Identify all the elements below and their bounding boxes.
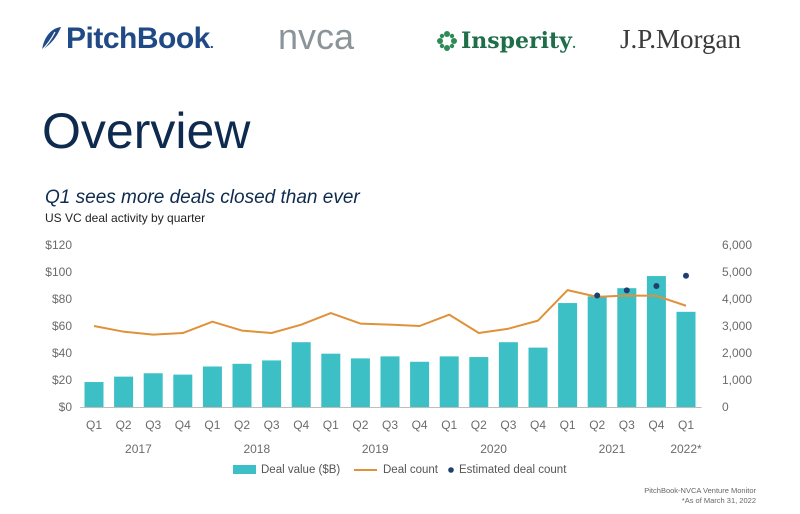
as-of-note: *As of March 31, 2022 [681, 496, 756, 505]
x-tick-label: Q2 [589, 418, 605, 432]
y-right-tick-label: 3,000 [722, 319, 752, 333]
chart-title: Q1 sees more deals closed than ever [45, 187, 360, 208]
y-right-tick-label: 2,000 [722, 346, 752, 360]
deal-value-bar [232, 363, 252, 407]
y-left-tick-label: $60 [52, 319, 72, 333]
deal-value-bar [143, 373, 163, 407]
deal-value-bar [84, 382, 104, 407]
estimated-deal-count-point [683, 272, 689, 279]
insperity-flower-icon [436, 30, 458, 58]
x-tick-label: Q2 [234, 418, 250, 432]
y-left-tick-label: $120 [45, 238, 72, 252]
x-tick-label: Q1 [678, 418, 694, 432]
legend-estimated-label: Estimated deal count [459, 464, 567, 476]
deal-value-bar [114, 376, 134, 407]
estimated-deal-count-point [623, 287, 630, 294]
year-label: 2020 [480, 442, 507, 456]
x-tick-label: Q4 [648, 418, 664, 432]
x-tick-label: Q4 [293, 418, 309, 432]
legend-estimated-swatch [448, 467, 454, 473]
deal-count-line [93, 289, 687, 336]
pitchbook-leaf-icon [40, 26, 62, 60]
x-tick-label: Q1 [323, 418, 339, 432]
deal-value-bar [262, 360, 282, 407]
x-tick-label: Q3 [619, 418, 635, 432]
deal-value-bar [439, 356, 459, 407]
source-line: PitchBook-NVCA Venture Monitor [644, 486, 756, 495]
year-label: 2018 [243, 442, 270, 456]
estimated-deal-count-point [653, 283, 660, 290]
x-tick-label: Q3 [382, 418, 398, 432]
deal-value-bar [528, 347, 548, 407]
y-right-tick-label: 0 [722, 400, 729, 414]
estimated-deal-count-point [594, 292, 601, 299]
deal-value-bar [321, 353, 341, 407]
x-tick-label: Q4 [530, 418, 546, 432]
x-tick-label: Q3 [145, 418, 161, 432]
pitchbook-logo: PitchBook. [40, 22, 214, 60]
year-label: 2017 [125, 442, 152, 456]
y-left-tick-label: $80 [52, 292, 72, 306]
deal-value-bar [350, 358, 370, 407]
deal-value-bar [380, 356, 400, 407]
deal-value-bar [173, 374, 193, 407]
x-tick-label: Q4 [412, 418, 428, 432]
jpmorgan-logo: J.P.Morgan [620, 24, 742, 54]
year-label: 2022* [670, 442, 702, 456]
deal-value-bar [646, 276, 666, 407]
legend-deal-value-swatch [233, 465, 256, 474]
page-title: Overview [42, 103, 251, 159]
deal-value-bar [469, 357, 489, 407]
y-right-tick-label: 1,000 [722, 373, 752, 387]
deal-value-bar [676, 311, 696, 407]
deal-value-bar [410, 361, 430, 407]
nvca-logo: nvca [278, 16, 355, 57]
x-tick-label: Q1 [441, 418, 457, 432]
insperity-logo: Insperity. [436, 28, 576, 58]
partner-logos: PitchBook. nvca Insperity. J.P.Morgan [0, 14, 800, 66]
y-left-tick-label: $100 [45, 265, 72, 279]
x-tick-label: Q1 [204, 418, 220, 432]
deal-value-bar [202, 366, 222, 407]
x-tick-label: Q1 [86, 418, 102, 432]
y-left-tick-label: $0 [59, 400, 73, 414]
chart-subtitle: US VC deal activity by quarter [45, 211, 206, 225]
y-right-tick-label: 4,000 [722, 292, 752, 306]
x-tick-label: Q1 [560, 418, 576, 432]
legend-deal-value-label: Deal value ($B) [261, 464, 340, 476]
x-tick-label: Q2 [471, 418, 487, 432]
x-tick-label: Q3 [264, 418, 280, 432]
legend-deal-count-label: Deal count [383, 464, 439, 476]
source-note: PitchBook-NVCA Venture Monitor *As of Ma… [644, 486, 756, 506]
x-tick-label: Q3 [500, 418, 516, 432]
y-left-tick-label: $20 [52, 373, 72, 387]
y-left-tick-label: $40 [52, 346, 72, 360]
y-right-tick-label: 6,000 [722, 238, 752, 252]
x-tick-label: Q2 [116, 418, 132, 432]
x-tick-label: Q4 [175, 418, 191, 432]
year-label: 2021 [599, 442, 626, 456]
deal-value-bar [558, 303, 578, 407]
deal-value-bar [587, 296, 607, 407]
x-tick-label: Q2 [352, 418, 368, 432]
deal-value-bar [498, 342, 518, 407]
deal-value-bar [617, 288, 637, 407]
deal-value-bar [291, 342, 311, 407]
year-label: 2019 [362, 442, 389, 456]
y-right-tick-label: 5,000 [722, 265, 752, 279]
